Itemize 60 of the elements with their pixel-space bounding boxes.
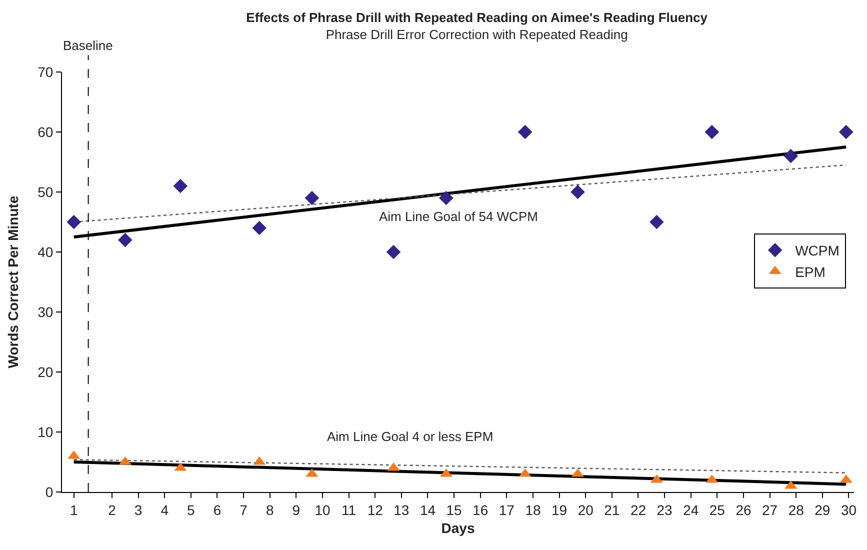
x-tick-label: 11 bbox=[342, 502, 356, 518]
x-tick-label: 30 bbox=[840, 502, 857, 518]
legend-label: WCPM bbox=[795, 242, 840, 259]
point bbox=[118, 232, 132, 248]
x-tick-label: 9 bbox=[292, 502, 300, 518]
x-tick-label: 19 bbox=[552, 502, 568, 518]
x-tick-label: 6 bbox=[213, 502, 222, 518]
point bbox=[838, 124, 854, 140]
annotation: Aim Line Goal of 54 WCPM bbox=[379, 209, 538, 224]
y-tick-label: 50 bbox=[38, 184, 54, 200]
x-tick-label: 27 bbox=[762, 502, 778, 518]
x-tick-label: 3 bbox=[134, 502, 142, 518]
y-tick-label: 10 bbox=[38, 424, 54, 440]
point bbox=[439, 190, 454, 206]
x-tick-label: 13 bbox=[394, 502, 410, 518]
x-tick-label: 18 bbox=[525, 502, 541, 518]
x-tick-label: 17 bbox=[498, 502, 515, 518]
x-axis-title: Days bbox=[441, 520, 475, 536]
y-tick-label: 20 bbox=[38, 364, 54, 380]
point bbox=[650, 214, 664, 230]
x-tick-label: 8 bbox=[266, 502, 274, 518]
point bbox=[66, 214, 81, 230]
x-tick-label: 2 bbox=[108, 502, 116, 518]
y-tick-label: 40 bbox=[38, 244, 54, 260]
x-tick-label: 23 bbox=[656, 502, 673, 518]
point bbox=[252, 220, 266, 236]
x-tick-label: 16 bbox=[472, 502, 488, 518]
point bbox=[518, 124, 532, 140]
x-tick-label: 5 bbox=[187, 502, 196, 518]
chart-subtitle: Phrase Drill Error Correction with Repeated Reading bbox=[326, 26, 628, 42]
y-tick-label: 60 bbox=[38, 124, 54, 140]
x-tick-label: 22 bbox=[630, 502, 646, 518]
point bbox=[173, 178, 188, 194]
x-tick-label: 25 bbox=[709, 502, 726, 518]
point bbox=[570, 184, 585, 200]
x-tick-label: 1 bbox=[70, 502, 78, 518]
x-tick-label: 20 bbox=[578, 502, 594, 518]
y-tick-label: 30 bbox=[38, 304, 54, 320]
y-tick-label: 0 bbox=[45, 484, 54, 500]
x-tick-label: 29 bbox=[814, 502, 830, 518]
chart-title: Effects of Phrase Drill with Repeated Reading on Aimee's Reading Fluency bbox=[246, 10, 708, 25]
x-tick-label: 12 bbox=[367, 502, 384, 518]
annotation: Aim Line Goal 4 or less EPM bbox=[327, 429, 494, 444]
x-tick-label: 26 bbox=[736, 502, 752, 518]
x-tick-label: 15 bbox=[446, 502, 462, 518]
point bbox=[704, 124, 720, 140]
point bbox=[784, 148, 798, 164]
x-tick-label: 10 bbox=[314, 502, 330, 518]
x-tick-label: 24 bbox=[683, 502, 699, 518]
x-tick-label: 14 bbox=[420, 502, 436, 518]
legend-label: EPM bbox=[795, 264, 826, 280]
ref-line-label: Baseline bbox=[63, 38, 113, 53]
point bbox=[386, 244, 401, 260]
x-tick-label: 4 bbox=[160, 502, 169, 518]
x-tick-label: 21 bbox=[604, 502, 620, 518]
y-tick-label: 70 bbox=[38, 64, 54, 80]
x-tick-label: 28 bbox=[788, 502, 804, 518]
y-axis-title: Words Correct Per Minute bbox=[5, 196, 22, 368]
point bbox=[304, 190, 320, 206]
x-tick-label: 7 bbox=[240, 502, 248, 518]
